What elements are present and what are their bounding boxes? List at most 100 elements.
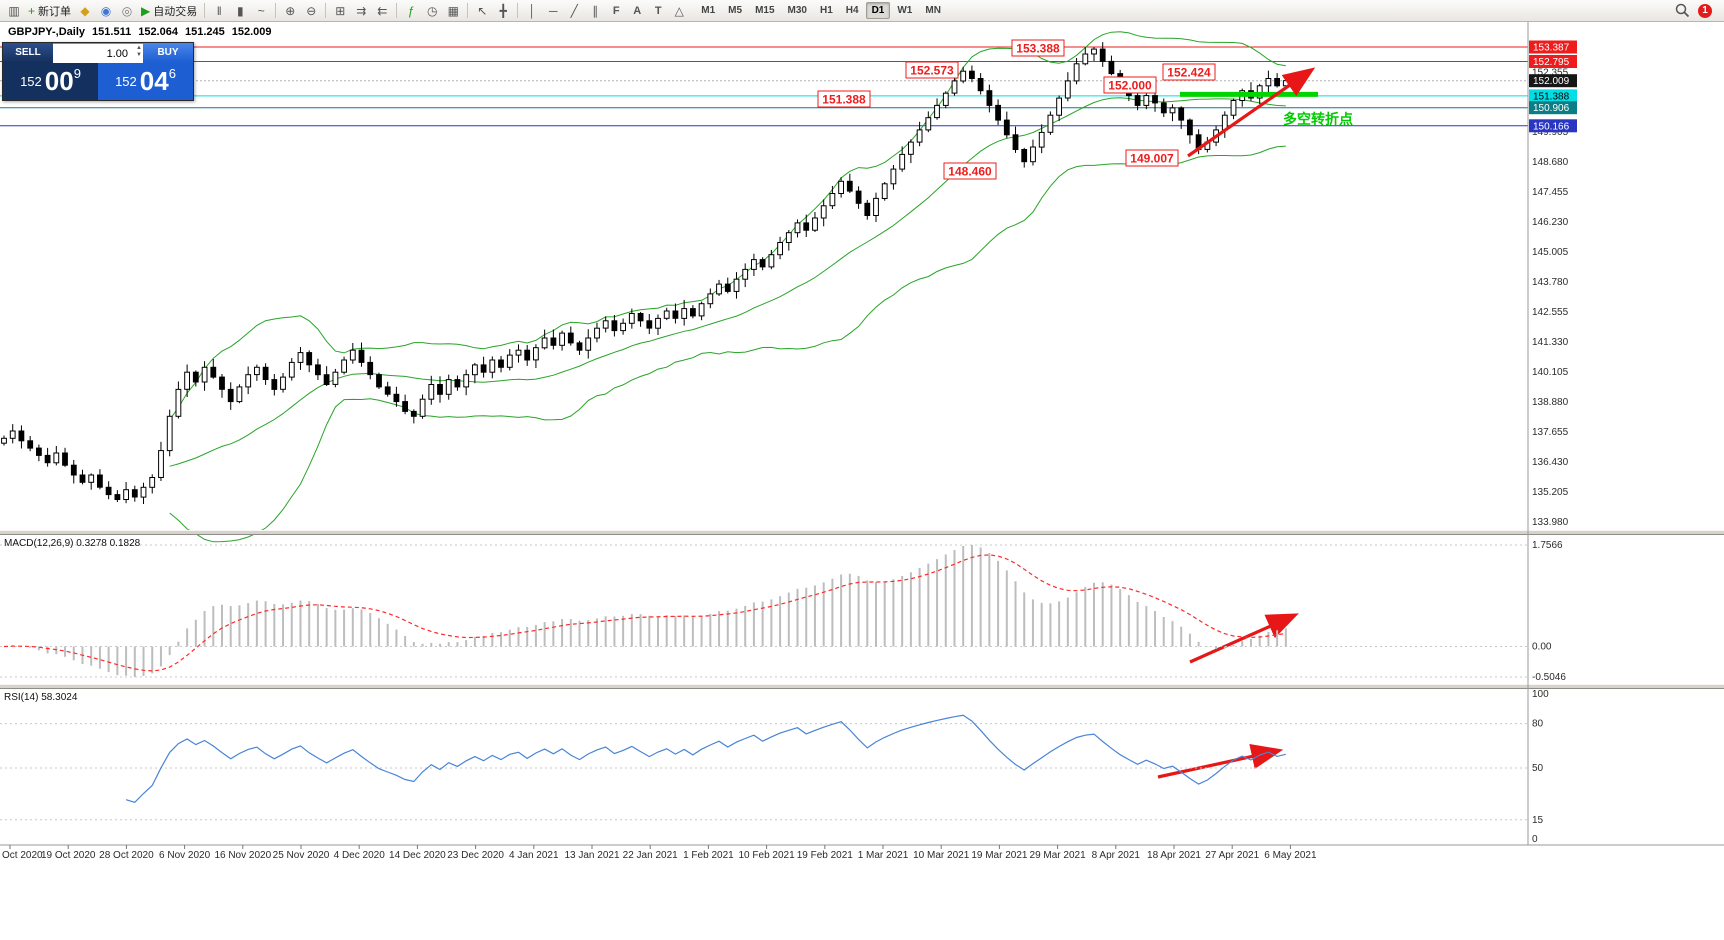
price-tag-152.795: 152.795 [1529, 55, 1577, 68]
timeframe-M30[interactable]: M30 [782, 2, 813, 19]
line-chart-mode-button[interactable]: ~ [251, 2, 271, 20]
chart-shift-button[interactable]: ⇇ [372, 2, 392, 20]
shapes-button[interactable]: △ [669, 2, 689, 20]
shapes-icon: △ [674, 3, 684, 18]
price-callout-152.573[interactable]: 152.573 [905, 61, 959, 79]
svg-text:142.555: 142.555 [1532, 307, 1569, 318]
svg-text:-0.5046: -0.5046 [1532, 672, 1566, 683]
svg-text:19 Mar 2021: 19 Mar 2021 [971, 850, 1028, 861]
timeframe-MN[interactable]: MN [919, 2, 947, 19]
price-callout-153.388[interactable]: 153.388 [1011, 39, 1065, 57]
crosshair-icon: ╋ [499, 3, 507, 18]
svg-text:150.906: 150.906 [1533, 103, 1570, 114]
auto-trading-button[interactable]: ▶ 自动交易 [138, 2, 200, 20]
trendline-button[interactable]: ╱ [564, 2, 584, 20]
chat-button[interactable]: ◉ [96, 2, 116, 20]
horizontal-line-button[interactable]: ─ [543, 2, 563, 20]
trend-arrow-1[interactable] [1187, 67, 1316, 158]
cursor-button[interactable]: ↖ [472, 2, 492, 20]
svg-text:29 Mar 2021: 29 Mar 2021 [1030, 850, 1087, 861]
text-button[interactable]: A [627, 2, 647, 20]
price-tag-150.166: 150.166 [1529, 119, 1577, 132]
timeframe-H4[interactable]: H4 [840, 2, 865, 19]
candlestick-mode-button[interactable]: ▮ [230, 2, 250, 20]
svg-text:138.880: 138.880 [1532, 397, 1569, 408]
notification-badge[interactable]: 1 [1698, 3, 1712, 18]
crosshair-button[interactable]: ╋ [493, 2, 513, 20]
panel-separator[interactable] [0, 684, 1724, 689]
volume-input[interactable] [53, 45, 143, 63]
svg-text:143.780: 143.780 [1532, 277, 1569, 288]
zoom-out-button[interactable]: ⊖ [301, 2, 321, 20]
timeframe-W1[interactable]: W1 [891, 2, 918, 19]
timeframe-H1[interactable]: H1 [814, 2, 839, 19]
new-chart-icon: ▥ [8, 3, 20, 18]
timeframe-M15[interactable]: M15 [749, 2, 780, 19]
high-value: 152.064 [138, 26, 178, 38]
panel-separator[interactable] [0, 530, 1724, 535]
price-callout-152.424[interactable]: 152.424 [1162, 63, 1216, 81]
vertical-line-button[interactable]: │ [522, 2, 542, 20]
buy-price[interactable]: 152 04 6 [98, 62, 193, 100]
volume-field: ▲ ▼ [53, 43, 143, 63]
timeframe-M5[interactable]: M5 [722, 2, 748, 19]
indicators-icon: ƒ [407, 3, 415, 18]
new-order-button[interactable]: + 新订单 [25, 2, 74, 20]
indicators-button[interactable]: ƒ [401, 2, 421, 20]
sell-button[interactable]: SELL [3, 43, 53, 62]
svg-text:148.680: 148.680 [1532, 157, 1569, 168]
new-chart-button[interactable]: ▥ [4, 2, 24, 20]
price-callout-151.388[interactable]: 151.388 [817, 90, 871, 108]
rsi-label: RSI(14) 58.3024 [4, 692, 78, 703]
sounds-button[interactable]: ◎ [117, 2, 137, 20]
new-order-icon: + [28, 3, 36, 18]
svg-text:135.205: 135.205 [1532, 487, 1569, 498]
text-label-button[interactable]: T [648, 2, 668, 20]
search-icon[interactable] [1675, 3, 1690, 18]
periods-icon: ◷ [427, 3, 438, 18]
price-callout-148.460[interactable]: 148.460 [943, 162, 997, 180]
periods-button[interactable]: ◷ [422, 2, 442, 20]
text-label-icon: T [654, 4, 662, 17]
svg-text:146.230: 146.230 [1532, 217, 1569, 228]
trend-arrow-3[interactable] [1157, 743, 1284, 779]
channel-button[interactable]: ∥ [585, 2, 605, 20]
price-callout-149.007[interactable]: 149.007 [1125, 149, 1179, 167]
auto-scroll-button[interactable]: ⇉ [351, 2, 371, 20]
trend-arrow-2[interactable] [1189, 613, 1299, 664]
chart-shift-icon: ⇇ [377, 3, 388, 18]
templates-button[interactable]: ▦ [443, 2, 463, 20]
svg-text:152.355: 152.355 [1532, 67, 1569, 78]
bar-chart-mode-icon: ‖ [216, 3, 222, 18]
timeframe-M1[interactable]: M1 [695, 2, 721, 19]
bar-chart-mode-button[interactable]: ‖ [209, 2, 229, 20]
buy-button[interactable]: BUY [143, 43, 193, 62]
tile-windows-button[interactable]: ⊞ [330, 2, 350, 20]
fibonacci-button[interactable]: F [606, 2, 626, 20]
macd-signal-line [3, 554, 1286, 672]
timeframe-D1[interactable]: D1 [865, 2, 891, 19]
svg-text:Oct 2020: Oct 2020 [2, 850, 43, 861]
svg-text:6 May 2021: 6 May 2021 [1264, 850, 1317, 861]
pivot-annotation[interactable]: 多空转折点 [1283, 111, 1353, 127]
price-callout-152.000[interactable]: 152.000 [1103, 76, 1157, 94]
toolbar-separator [275, 3, 277, 18]
svg-text:27 Apr 2021: 27 Apr 2021 [1205, 850, 1259, 861]
svg-text:150.166: 150.166 [1533, 121, 1570, 132]
zoom-in-button[interactable]: ⊕ [280, 2, 300, 20]
svg-text:14 Dec 2020: 14 Dec 2020 [389, 850, 446, 861]
open-value: 151.511 [92, 26, 132, 38]
horizontal-lines[interactable] [0, 46, 1528, 127]
vertical-line-icon: │ [528, 3, 537, 18]
metaquotes-button[interactable]: ◆ [75, 2, 95, 20]
volume-up-icon[interactable]: ▲ [136, 45, 142, 51]
svg-text:133.980: 133.980 [1532, 517, 1569, 528]
price-callouts[interactable]: 153.388 152.573 152.424 152.000 151.388 149.0… [817, 39, 1216, 180]
chart-info-line: GBPJPY-,Daily 151.511 152.064 151.245 152.00… [8, 26, 279, 38]
svg-text:15: 15 [1532, 815, 1544, 826]
volume-down-icon[interactable]: ▼ [136, 52, 142, 58]
sell-price[interactable]: 152 00 9 [3, 62, 98, 100]
